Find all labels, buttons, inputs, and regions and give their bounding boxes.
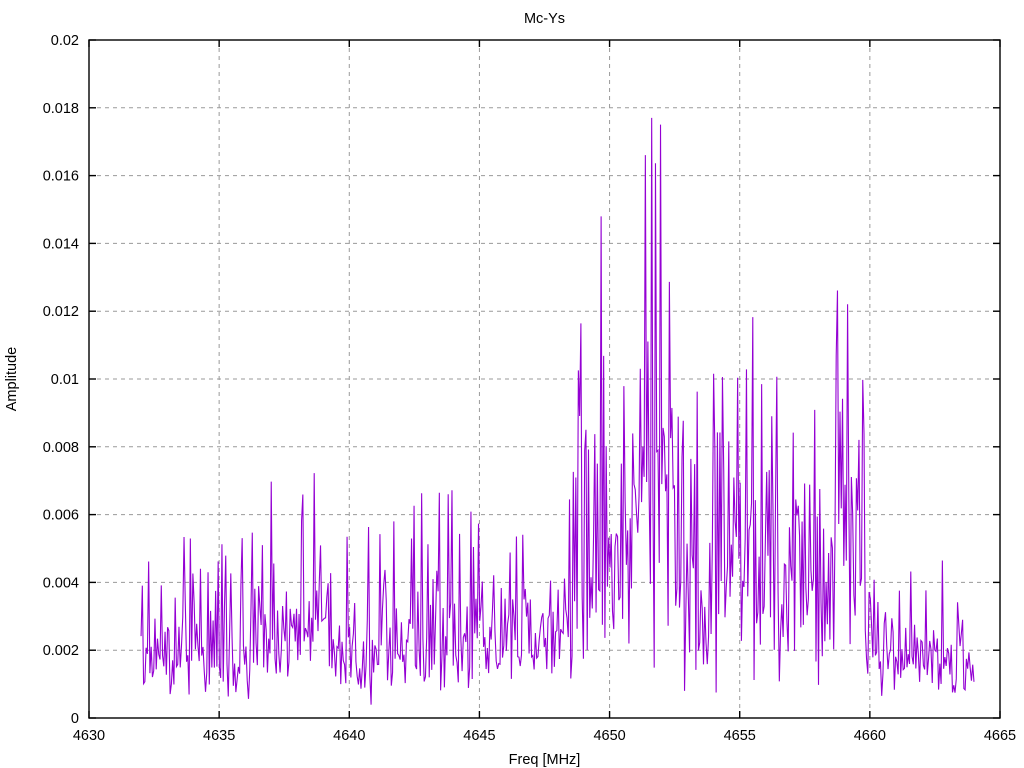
- x-tick-label: 4640: [333, 728, 365, 744]
- x-axis-title: Freq [MHz]: [509, 752, 581, 768]
- x-tick-label: 4655: [724, 728, 756, 744]
- y-tick-label: 0.012: [43, 304, 79, 320]
- x-tick-label: 4665: [984, 728, 1016, 744]
- y-tick-label: 0.002: [43, 643, 79, 659]
- y-tick-label: 0.018: [43, 101, 79, 117]
- y-tick-label: 0.01: [51, 372, 79, 388]
- y-axis-tick-labels: 0 0.002 0.004 0.006 0.008 0.01 0.012 0.014 0.016…: [43, 33, 79, 727]
- x-tick-label: 4630: [73, 728, 105, 744]
- grid-lines: [89, 40, 1000, 718]
- y-tick-label: 0.016: [43, 169, 79, 185]
- data-series: [140, 117, 975, 705]
- x-axis-tick-labels: 4630 4635 4640 4645 4650 4655 4660 4665: [73, 728, 1016, 744]
- x-tick-label: 4660: [854, 728, 886, 744]
- y-tick-label: 0.004: [43, 575, 79, 591]
- y-tick-label: 0.014: [43, 236, 79, 252]
- x-tick-label: 4635: [203, 728, 235, 744]
- x-tick-label: 4645: [463, 728, 495, 744]
- y-tick-label: 0.008: [43, 440, 79, 456]
- y-tick-label: 0: [71, 711, 79, 727]
- y-tick-label: 0.02: [51, 33, 79, 49]
- y-axis-title: Amplitude: [4, 347, 20, 411]
- y-tick-label: 0.006: [43, 508, 79, 524]
- axis-ticks: [88, 39, 1001, 719]
- page-title: Mc-Ys: [524, 11, 565, 27]
- x-tick-label: 4650: [593, 728, 625, 744]
